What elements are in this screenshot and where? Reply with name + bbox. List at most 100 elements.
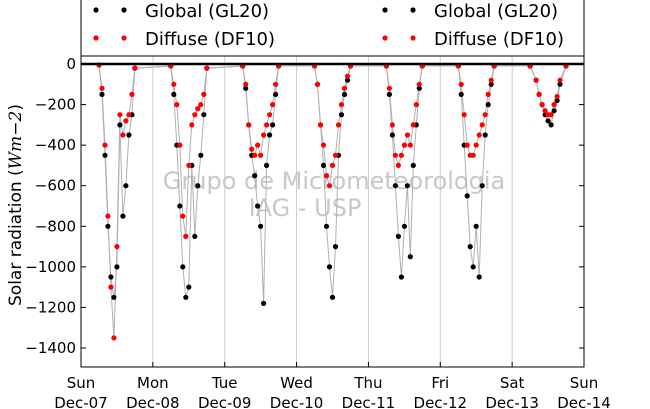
legend-entry-diffuse-right: Diffuse (DF10) [382, 29, 564, 50]
data-point [270, 102, 276, 108]
data-point [470, 264, 476, 270]
data-point [201, 91, 207, 97]
data-point [539, 102, 545, 108]
y-axis-label-suffix: ) [6, 104, 26, 111]
y-axis: 0 −200 −400 −600 −800 −1000 −1200 −1400 [25, 55, 584, 357]
data-point [464, 193, 470, 199]
data-point [326, 264, 333, 270]
data-point [126, 132, 132, 138]
data-point [404, 183, 410, 189]
data-point [243, 85, 249, 91]
data-point [476, 132, 482, 138]
series-layer [96, 62, 569, 341]
data-point [126, 112, 132, 118]
data-point [533, 77, 539, 83]
legend-label: Diffuse (DF10) [434, 29, 564, 50]
data-point [398, 152, 404, 158]
data-point [317, 122, 324, 128]
data-point [111, 335, 117, 341]
data-point [332, 152, 339, 158]
data-point [264, 162, 270, 168]
y-tick-label: −800 [35, 217, 76, 235]
data-point [102, 142, 108, 148]
legend-marker [410, 7, 416, 13]
data-point [404, 132, 410, 138]
data-point [320, 142, 327, 148]
data-point [551, 108, 557, 114]
data-point [395, 233, 401, 239]
data-point [264, 122, 270, 128]
x-tick-date: Dec-10 [270, 394, 324, 409]
data-point [395, 162, 401, 168]
data-point [344, 77, 351, 83]
vertical-grid [152, 56, 513, 367]
x-tick-day: Sun [67, 374, 96, 392]
data-point [180, 264, 186, 270]
data-point [102, 152, 108, 158]
data-point [335, 122, 342, 128]
legend: Global (GL20) Diffuse (DF10) Global (GL2… [80, 0, 585, 57]
data-point [99, 91, 105, 97]
x-tick-day: Sat [500, 374, 525, 392]
data-point [261, 300, 267, 306]
legend-marker [382, 35, 388, 41]
legend-entry-diffuse-left: Diffuse (DF10) [93, 29, 275, 50]
x-tick-date: Dec-07 [54, 394, 108, 409]
data-point [177, 203, 183, 209]
y-tick-label: −400 [35, 136, 76, 154]
data-point [476, 274, 482, 280]
data-point [485, 102, 491, 108]
legend-marker [410, 35, 416, 41]
data-point [479, 183, 485, 189]
data-point [189, 122, 195, 128]
data-point [401, 223, 407, 229]
data-point [246, 122, 252, 128]
data-point [386, 91, 392, 97]
data-point [267, 112, 273, 118]
data-point [114, 264, 120, 270]
legend-entry-global-right: Global (GL20) [382, 1, 558, 22]
x-tick-date: Dec-11 [342, 394, 396, 409]
data-point [392, 183, 398, 189]
watermark-line-2: IAG - USP [249, 194, 362, 222]
data-point [458, 81, 464, 87]
data-point [479, 122, 485, 128]
data-point [341, 91, 348, 97]
x-tick-date: Dec-09 [198, 394, 252, 409]
data-point [329, 294, 336, 300]
y-tick-label: 0 [66, 55, 76, 73]
data-point [120, 132, 126, 138]
data-point [338, 112, 345, 118]
data-point [198, 102, 204, 108]
x-tick-date: Dec-12 [414, 394, 468, 409]
data-point [557, 77, 563, 83]
data-point [407, 142, 413, 148]
legend-label: Global (GL20) [434, 1, 558, 22]
data-point [108, 274, 114, 280]
y-tick-label: −1000 [25, 258, 76, 276]
legend-label: Global (GL20) [145, 1, 269, 22]
data-point [249, 146, 255, 152]
data-point [542, 108, 548, 114]
data-point [267, 132, 273, 138]
data-point [195, 106, 201, 112]
data-point [258, 152, 264, 158]
data-point [183, 233, 189, 239]
data-point [416, 81, 422, 87]
data-point [320, 162, 327, 168]
data-point [198, 152, 204, 158]
data-point [329, 162, 336, 168]
data-point [473, 142, 479, 148]
data-point [398, 274, 404, 280]
data-point [554, 93, 560, 100]
data-point [177, 142, 183, 148]
y-axis-label: Solar radiation (Wm−2) [6, 104, 26, 306]
data-point [192, 112, 198, 118]
data-point [407, 254, 413, 260]
data-point [557, 81, 563, 87]
data-point [323, 173, 330, 179]
data-point [183, 294, 189, 300]
data-point [171, 81, 177, 87]
legend-label: Diffuse (DF10) [145, 29, 275, 50]
